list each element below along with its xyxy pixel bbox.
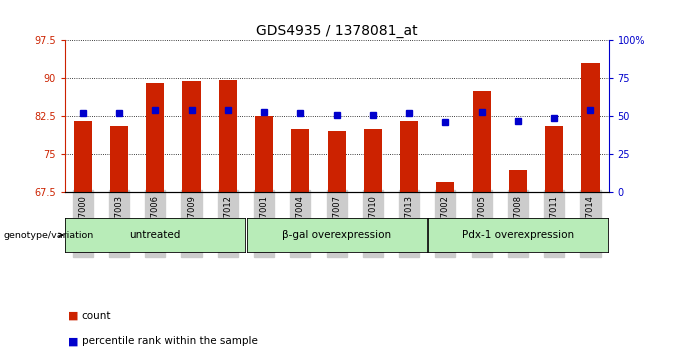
Title: GDS4935 / 1378081_at: GDS4935 / 1378081_at xyxy=(256,24,418,37)
Bar xyxy=(328,131,345,192)
Bar xyxy=(73,121,92,192)
Bar xyxy=(473,91,491,192)
Bar xyxy=(146,83,165,192)
Bar xyxy=(400,121,418,192)
Text: ■: ■ xyxy=(68,311,78,321)
Bar xyxy=(110,126,128,192)
Bar xyxy=(545,126,563,192)
Bar xyxy=(182,81,201,192)
Text: β-gal overexpression: β-gal overexpression xyxy=(282,230,391,240)
Bar xyxy=(364,129,382,192)
Bar xyxy=(219,79,237,192)
Text: count: count xyxy=(82,311,111,321)
Text: percentile rank within the sample: percentile rank within the sample xyxy=(82,336,258,346)
Text: untreated: untreated xyxy=(130,230,181,240)
Text: genotype/variation: genotype/variation xyxy=(3,231,94,240)
Bar xyxy=(437,182,454,192)
Bar xyxy=(255,116,273,192)
Bar xyxy=(581,63,600,192)
Text: ■: ■ xyxy=(68,336,78,346)
Text: Pdx-1 overexpression: Pdx-1 overexpression xyxy=(462,230,574,240)
Bar xyxy=(509,170,527,192)
Bar xyxy=(291,129,309,192)
